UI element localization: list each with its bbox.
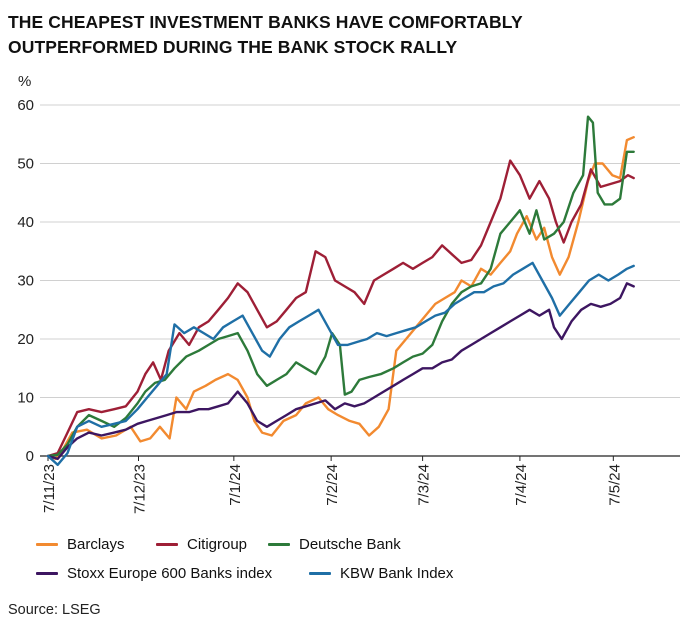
series-lines xyxy=(46,115,635,466)
y-tick-label-30: 30 xyxy=(17,273,34,290)
x-tick-label-4: 7/3/24 xyxy=(416,464,433,506)
y-tick-label-0: 0 xyxy=(26,448,34,465)
legend-label-citigroup: Citigroup xyxy=(187,536,248,553)
series-line-citigroup xyxy=(46,159,635,458)
x-tick-label-5: 7/4/24 xyxy=(513,464,530,506)
legend-swatch-barclays xyxy=(36,543,58,546)
y-tick-label-60: 60 xyxy=(17,97,34,114)
legend-label-kbw-bank-index: KBW Bank Index xyxy=(340,565,454,582)
y-tick-label-20: 20 xyxy=(17,331,34,348)
y-tick-label-40: 40 xyxy=(17,214,34,231)
legend-label-stoxx-europe-600-banks: Stoxx Europe 600 Banks index xyxy=(67,565,273,582)
series-line-stoxx-europe-600-banks-index xyxy=(46,282,635,461)
source-note: Source: LSEG xyxy=(8,602,101,618)
y-axis-labels: 0 10 20 30 40 50 60 xyxy=(17,97,34,465)
y-tick-label-10: 10 xyxy=(17,390,34,407)
line-chart: 0 10 20 30 40 50 60 % 7/11/23 7/12/23 7/1/24 7/2/… xyxy=(17,73,680,514)
series-line-barclays xyxy=(46,136,635,461)
legend-swatch-deutsche-bank xyxy=(268,543,290,546)
legend-item-stoxx-europe-600-banks: Stoxx Europe 600 Banks index xyxy=(36,565,272,582)
legend-swatch-kbw-bank-index xyxy=(309,572,331,575)
x-tick-label-0: 7/11/23 xyxy=(41,464,58,513)
series-line-kbw-bank-index xyxy=(46,261,635,466)
chart-title-line-2: OUTPERFORMED DURING THE BANK STOCK RALLY xyxy=(8,37,458,57)
legend-swatch-stoxx-europe-600-banks xyxy=(36,572,58,575)
legend-item-deutsche-bank: Deutsche Bank xyxy=(268,536,401,553)
legend-label-barclays: Barclays xyxy=(67,536,125,553)
x-axis: 7/11/23 7/12/23 7/1/24 7/2/24 7/3/24 7/4/24 7/… xyxy=(41,456,623,514)
legend-label-deutsche-bank: Deutsche Bank xyxy=(299,536,401,553)
legend-swatch-citigroup xyxy=(156,543,178,546)
chart-title: THE CHEAPEST INVESTMENT BANKS HAVE COMFO… xyxy=(8,10,648,60)
x-tick-label-1: 7/12/23 xyxy=(131,464,148,514)
y-axis-unit-label: % xyxy=(18,73,31,90)
x-tick-label-3: 7/2/24 xyxy=(324,464,341,506)
legend-item-citigroup: Citigroup xyxy=(156,536,247,553)
legend-item-barclays: Barclays xyxy=(36,536,125,553)
x-tick-label-2: 7/1/24 xyxy=(227,464,244,506)
chart-title-line-1: THE CHEAPEST INVESTMENT BANKS HAVE COMFO… xyxy=(8,12,523,32)
y-tick-label-50: 50 xyxy=(17,156,34,173)
legend-item-kbw-bank-index: KBW Bank Index xyxy=(309,565,453,582)
x-tick-label-6: 7/5/24 xyxy=(606,464,623,506)
